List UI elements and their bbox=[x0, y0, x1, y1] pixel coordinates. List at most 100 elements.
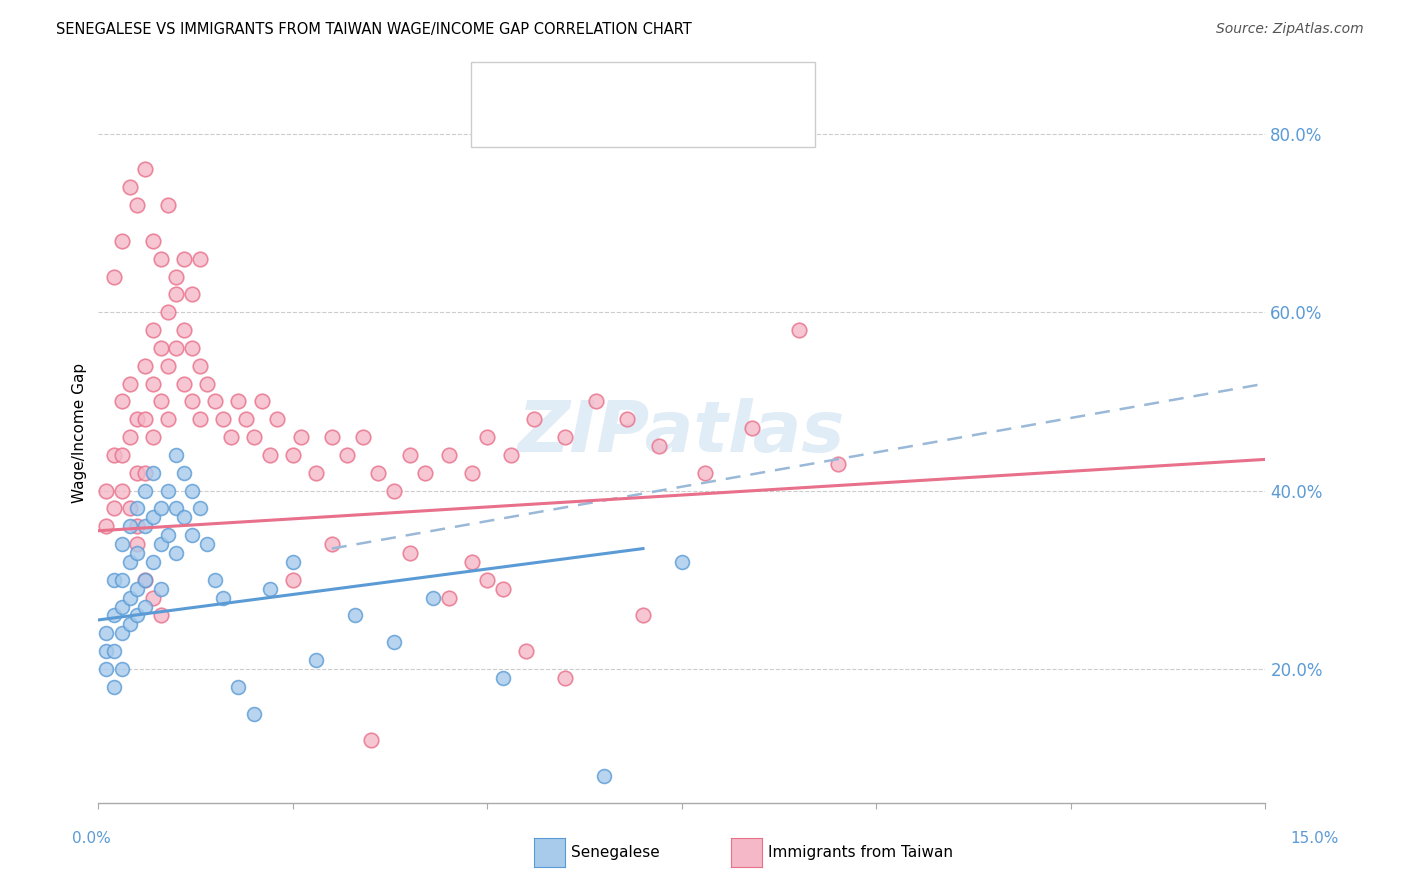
Point bbox=[134, 162, 156, 177]
Point bbox=[243, 706, 266, 721]
Point bbox=[499, 448, 522, 462]
Point bbox=[103, 608, 125, 623]
Point bbox=[180, 287, 202, 301]
Point bbox=[437, 591, 460, 605]
Point bbox=[188, 359, 211, 373]
Y-axis label: Wage/Income Gap: Wage/Income Gap bbox=[72, 362, 87, 503]
Point bbox=[111, 394, 134, 409]
Point bbox=[134, 573, 156, 587]
Point bbox=[523, 412, 546, 426]
Point bbox=[382, 635, 405, 649]
Text: 92: 92 bbox=[669, 115, 693, 133]
Point bbox=[111, 234, 134, 248]
Point bbox=[437, 448, 460, 462]
Point bbox=[305, 653, 328, 667]
Point bbox=[204, 573, 226, 587]
Text: Source: ZipAtlas.com: Source: ZipAtlas.com bbox=[1216, 22, 1364, 37]
Point bbox=[149, 252, 172, 266]
Point bbox=[259, 448, 281, 462]
Point bbox=[188, 252, 211, 266]
Point bbox=[127, 412, 149, 426]
Point bbox=[188, 501, 211, 516]
Point bbox=[741, 421, 763, 435]
Point bbox=[344, 608, 367, 623]
Point bbox=[195, 537, 218, 551]
Point bbox=[111, 599, 134, 614]
Point bbox=[134, 483, 156, 498]
Point bbox=[134, 519, 156, 533]
Point bbox=[111, 537, 134, 551]
Point bbox=[127, 501, 149, 516]
Text: N =: N = bbox=[614, 78, 662, 96]
Point bbox=[111, 662, 134, 676]
Point bbox=[671, 555, 693, 569]
Point bbox=[103, 573, 125, 587]
Point bbox=[134, 573, 156, 587]
Point bbox=[204, 394, 226, 409]
Point bbox=[118, 617, 141, 632]
Point bbox=[118, 591, 141, 605]
Point bbox=[165, 287, 187, 301]
Text: 0.158: 0.158 bbox=[558, 115, 610, 133]
Point bbox=[149, 341, 172, 355]
Point bbox=[173, 252, 195, 266]
Point bbox=[382, 483, 405, 498]
Point bbox=[157, 483, 180, 498]
Text: Senegalese: Senegalese bbox=[571, 845, 659, 860]
Point bbox=[228, 680, 250, 694]
Point bbox=[96, 519, 118, 533]
Text: 0.0%: 0.0% bbox=[72, 831, 111, 847]
Point bbox=[142, 555, 165, 569]
Point bbox=[243, 430, 266, 444]
Point bbox=[142, 591, 165, 605]
Point bbox=[165, 501, 187, 516]
Point bbox=[142, 323, 165, 337]
Point bbox=[180, 528, 202, 542]
Point bbox=[367, 466, 389, 480]
Point bbox=[477, 430, 499, 444]
Point bbox=[695, 466, 717, 480]
Point bbox=[195, 376, 218, 391]
Point bbox=[173, 323, 195, 337]
Point bbox=[250, 394, 273, 409]
Point bbox=[96, 644, 118, 658]
Point bbox=[305, 466, 328, 480]
Point bbox=[157, 359, 180, 373]
Point bbox=[157, 528, 180, 542]
Point bbox=[96, 626, 118, 640]
Point bbox=[149, 582, 172, 596]
Point bbox=[134, 599, 156, 614]
Text: Immigrants from Taiwan: Immigrants from Taiwan bbox=[768, 845, 953, 860]
Text: 0.212: 0.212 bbox=[558, 78, 610, 96]
Point bbox=[142, 510, 165, 524]
Point bbox=[118, 555, 141, 569]
Point bbox=[103, 644, 125, 658]
Point bbox=[235, 412, 257, 426]
Point bbox=[593, 769, 616, 783]
Point bbox=[180, 394, 202, 409]
Point bbox=[336, 448, 359, 462]
Point bbox=[118, 376, 141, 391]
Point bbox=[787, 323, 810, 337]
Point bbox=[157, 412, 180, 426]
Point bbox=[228, 394, 250, 409]
Point bbox=[321, 430, 343, 444]
Point bbox=[142, 234, 165, 248]
Point bbox=[149, 394, 172, 409]
Text: N =: N = bbox=[614, 115, 662, 133]
Point bbox=[134, 412, 156, 426]
Point bbox=[461, 555, 484, 569]
Point bbox=[492, 671, 515, 685]
Point bbox=[118, 430, 141, 444]
Point bbox=[96, 662, 118, 676]
Point bbox=[461, 466, 484, 480]
Point bbox=[165, 546, 187, 560]
Point bbox=[554, 671, 576, 685]
Point bbox=[398, 448, 420, 462]
Point bbox=[111, 483, 134, 498]
Point bbox=[127, 519, 149, 533]
Point bbox=[111, 626, 134, 640]
Point bbox=[281, 555, 304, 569]
Point bbox=[492, 582, 515, 596]
Point bbox=[111, 448, 134, 462]
